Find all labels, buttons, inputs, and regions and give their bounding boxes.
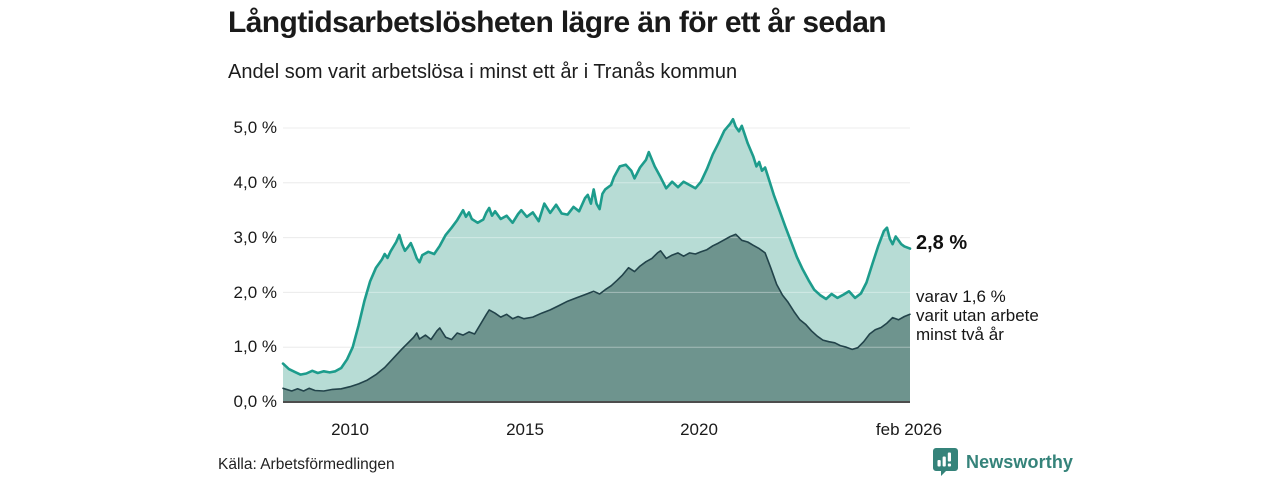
y-tick-1: 1,0 % (233, 337, 277, 356)
brand-name: Newsworthy (966, 451, 1074, 472)
x-tick-2015: 2015 (506, 420, 544, 439)
page-subtitle: Andel som varit arbetslösa i minst ett å… (228, 61, 738, 83)
y-tick-3: 3,0 % (233, 228, 277, 247)
y-tick-0: 0,0 % (233, 392, 277, 411)
total-series-line (281, 117, 912, 376)
x-tick-2010: 2010 (331, 420, 369, 439)
y-tick-2: 2,0 % (233, 283, 277, 302)
sub-series-area (283, 234, 910, 402)
sub-series-end-label-line1: varav 1,6 % (916, 287, 1006, 306)
newsworthy-logo: Newsworthy (933, 448, 1073, 476)
x-tick-feb-2026: feb 2026 (875, 420, 943, 439)
total-series-end-label: 2,8 % (916, 232, 968, 254)
sub-series-end-label-line3: minst två år (916, 325, 1004, 344)
sub-series-end-label: varav 1,6 % varit utan arbete minst två … (916, 287, 1039, 344)
y-tick-4: 4,0 % (233, 173, 277, 192)
newsworthy-bar-chart-icon (933, 448, 958, 476)
sub-series-end-label-line2: varit utan arbete (916, 306, 1039, 325)
page-title: Långtidsarbetslösheten lägre än för ett … (228, 6, 887, 39)
y-tick-5: 5,0 % (233, 118, 277, 137)
sub-series-line (282, 233, 911, 392)
x-tick-2020: 2020 (680, 420, 718, 439)
source-note: Källa: Arbetsförmedlingen (218, 456, 395, 473)
